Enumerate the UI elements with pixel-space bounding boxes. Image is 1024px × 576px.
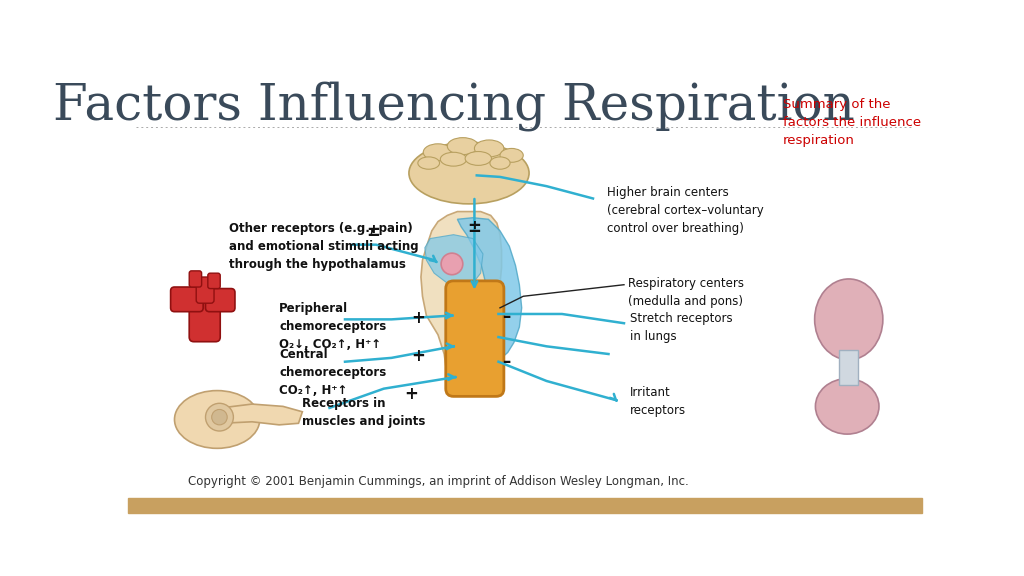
Text: Copyright © 2001 Benjamin Cummings, an imprint of Addison Wesley Longman, Inc.: Copyright © 2001 Benjamin Cummings, an i…: [187, 475, 688, 488]
FancyBboxPatch shape: [189, 294, 220, 342]
FancyBboxPatch shape: [189, 271, 202, 287]
Circle shape: [212, 410, 227, 425]
Bar: [128, 498, 922, 513]
Text: ±: ±: [366, 222, 380, 240]
FancyBboxPatch shape: [197, 277, 214, 303]
FancyBboxPatch shape: [171, 287, 203, 312]
Ellipse shape: [489, 157, 510, 169]
FancyBboxPatch shape: [445, 281, 504, 396]
FancyBboxPatch shape: [208, 273, 220, 289]
Polygon shape: [221, 404, 302, 425]
Bar: [840, 350, 858, 385]
Text: ±: ±: [468, 218, 481, 236]
Text: Factors Influencing Respiration: Factors Influencing Respiration: [52, 81, 854, 131]
Ellipse shape: [174, 391, 260, 448]
Ellipse shape: [815, 378, 879, 434]
Text: +: +: [403, 385, 418, 403]
Text: Summary of the
factors the influence
respiration: Summary of the factors the influence res…: [783, 98, 921, 147]
Ellipse shape: [418, 157, 439, 169]
Text: Stretch receptors
in lungs: Stretch receptors in lungs: [630, 312, 733, 343]
Text: +: +: [412, 347, 426, 365]
Ellipse shape: [409, 142, 529, 204]
Text: Respiratory centers
(medulla and pons): Respiratory centers (medulla and pons): [628, 277, 743, 308]
Ellipse shape: [474, 140, 504, 157]
Circle shape: [206, 403, 233, 431]
Text: Irritant
receptors: Irritant receptors: [630, 386, 686, 418]
Polygon shape: [421, 211, 502, 377]
Ellipse shape: [440, 152, 467, 166]
Text: Peripheral
chemoreceptors
O₂↓, CO₂↑, H⁺↑: Peripheral chemoreceptors O₂↓, CO₂↑, H⁺↑: [280, 302, 386, 351]
Polygon shape: [458, 218, 521, 360]
Text: +: +: [412, 309, 426, 327]
Ellipse shape: [447, 138, 478, 154]
Ellipse shape: [465, 151, 492, 165]
Text: Receptors in
muscles and joints: Receptors in muscles and joints: [302, 397, 426, 428]
Polygon shape: [425, 234, 483, 286]
Circle shape: [441, 253, 463, 275]
Ellipse shape: [815, 279, 883, 360]
Ellipse shape: [500, 149, 523, 162]
Ellipse shape: [423, 144, 453, 161]
Text: Other receptors (e.g., pain)
and emotional stimuli acting
through the hypothalam: Other receptors (e.g., pain) and emotion…: [228, 222, 419, 271]
Text: Central
chemoreceptors
CO₂↑, H⁺↑: Central chemoreceptors CO₂↑, H⁺↑: [280, 348, 386, 397]
Text: –: –: [502, 308, 510, 326]
FancyBboxPatch shape: [206, 289, 234, 312]
Text: Higher brain centers
(cerebral cortex–voluntary
control over breathing): Higher brain centers (cerebral cortex–vo…: [607, 186, 764, 235]
Text: –: –: [502, 353, 510, 371]
